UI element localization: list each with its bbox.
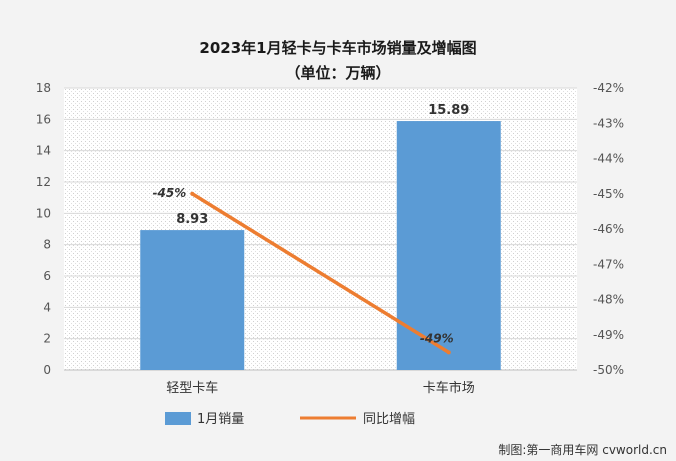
left-tick-label: 0	[43, 363, 51, 377]
bar-series: 8.93 15.89	[140, 103, 501, 370]
category-labels: 轻型卡车 卡车市场	[166, 380, 475, 396]
bar	[396, 121, 501, 370]
category-label: 轻型卡车	[166, 380, 218, 396]
right-axis-ticks: -50% -49% -48% -47% -46% -45% -44% -43% -42%	[593, 81, 624, 377]
credit-text: 制图:第一商用车网 cvworld.cn	[498, 442, 667, 457]
left-tick-label: 4	[43, 300, 51, 314]
chart-title: 2023年1月轻卡与卡车市场销量及增幅图	[199, 39, 476, 57]
legend: 1月销量 同比增幅	[165, 412, 415, 427]
left-tick-label: 12	[36, 175, 51, 189]
line-point	[190, 191, 195, 196]
bar	[140, 230, 245, 370]
legend-bar-label: 1月销量	[197, 412, 244, 427]
left-tick-label: 14	[36, 144, 51, 158]
right-tick-label: -44%	[593, 152, 624, 166]
right-tick-label: -47%	[593, 257, 624, 271]
left-tick-label: 2	[43, 332, 51, 346]
right-tick-label: -42%	[593, 81, 624, 95]
right-tick-label: -46%	[593, 222, 624, 236]
right-tick-label: -48%	[593, 293, 624, 307]
line-point	[446, 350, 451, 355]
bar-data-label: 8.93	[176, 212, 208, 227]
right-tick-label: -43%	[593, 116, 624, 130]
left-tick-label: 8	[43, 238, 51, 252]
left-tick-label: 6	[43, 269, 51, 283]
right-tick-label: -49%	[593, 328, 624, 342]
growth-line	[190, 192, 451, 355]
category-label: 卡车市场	[423, 380, 475, 396]
line-series: -45% -49%	[153, 186, 454, 355]
line-data-label: -49%	[420, 331, 454, 345]
left-axis-ticks: 0 2 4 6 8 10 12 14 16 18	[36, 81, 51, 377]
line-data-label: -45%	[153, 186, 187, 200]
right-tick-label: -45%	[593, 187, 624, 201]
left-tick-label: 18	[36, 81, 51, 95]
chart-subtitle: （单位：万辆）	[285, 64, 390, 82]
left-tick-label: 16	[36, 112, 51, 126]
right-tick-label: -50%	[593, 363, 624, 377]
left-tick-label: 10	[36, 206, 51, 220]
legend-line-label: 同比增幅	[363, 412, 415, 427]
legend-bar-swatch	[165, 412, 191, 425]
bar-data-label: 15.89	[428, 103, 469, 118]
